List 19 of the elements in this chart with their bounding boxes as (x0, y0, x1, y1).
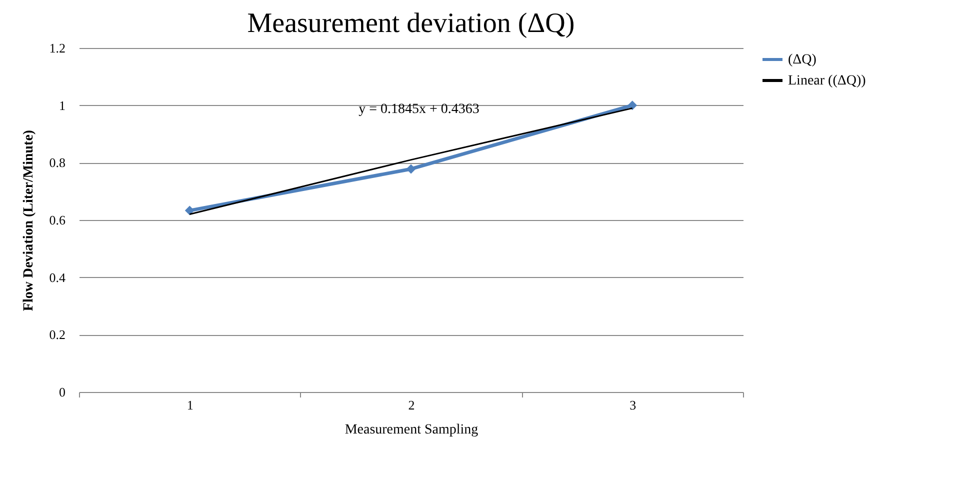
y-axis-title: Flow Deviation (Liter/Minute) (21, 130, 36, 312)
point (628, 100, 638, 110)
y-tick-label: 0.8 (49, 155, 66, 170)
y-tick-label: 0.4 (49, 270, 66, 285)
y-tick-label: 1.2 (49, 40, 66, 56)
legend-label: Linear ((ΔQ)) (788, 74, 866, 88)
legend-label: (ΔQ) (788, 52, 817, 68)
point (406, 164, 416, 174)
y-tick-label: 1 (59, 98, 66, 113)
x-tick-label: 2 (408, 398, 415, 412)
y-tick-label: 0.6 (49, 212, 66, 228)
y-tick-label: 0.2 (49, 327, 66, 342)
point (184, 206, 194, 216)
x-tick-label: 1 (186, 398, 194, 412)
chart-title: Measurement deviation (ΔQ) (247, 8, 575, 39)
annotation: y = 0.1845x + 0.4363 (358, 102, 480, 117)
x-axis-title: Measurement Sampling (344, 422, 478, 438)
x-tick-label: 3 (630, 398, 636, 412)
y-tick-label: 0 (59, 384, 66, 400)
